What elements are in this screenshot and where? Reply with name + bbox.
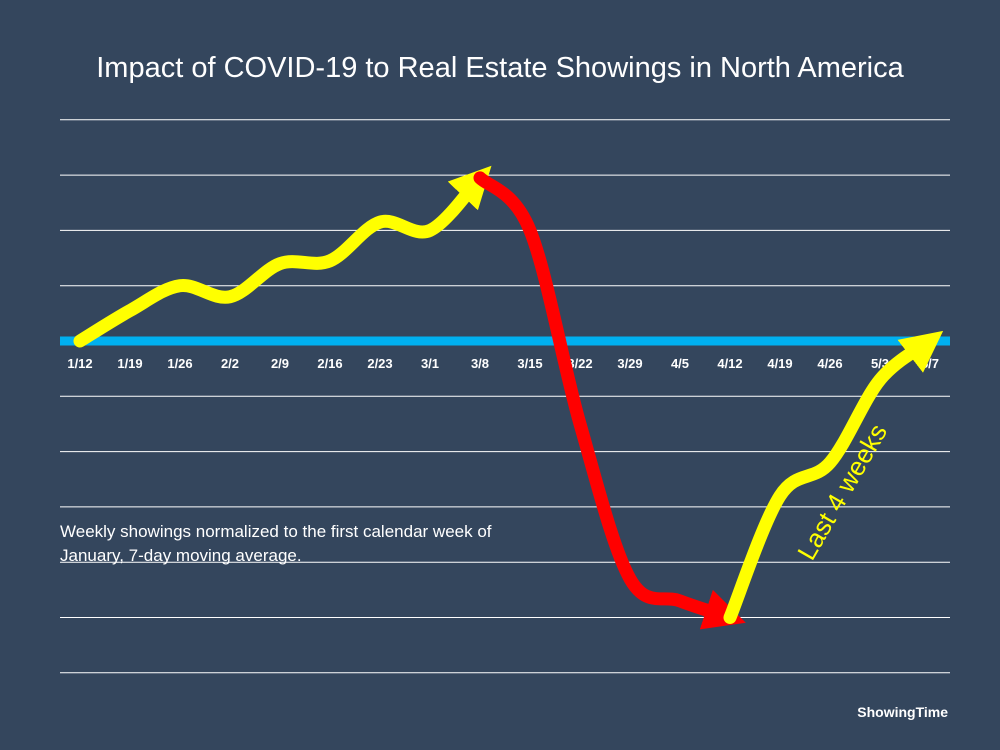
chart-title: Impact of COVID-19 to Real Estate Showin… — [96, 52, 904, 84]
x-tick-label: 4/19 — [767, 356, 792, 371]
x-tick-label: 4/5 — [671, 356, 689, 371]
x-tick-label: 2/23 — [367, 356, 392, 371]
x-tick-label: 5/7 — [921, 356, 939, 371]
x-tick-label: 3/29 — [617, 356, 642, 371]
series-line — [73, 165, 492, 348]
x-tick-label: 1/19 — [117, 356, 142, 371]
chart-note: Weekly showings normalized to the first … — [60, 522, 492, 565]
x-tick-label: 4/12 — [717, 356, 742, 371]
x-tick-label: 3/1 — [421, 356, 439, 371]
x-tick-label: 2/9 — [271, 356, 289, 371]
x-tick-label: 1/26 — [167, 356, 192, 371]
x-tick-label: 3/22 — [567, 356, 592, 371]
x-tick-label: 2/16 — [317, 356, 342, 371]
x-tick-label: 3/15 — [517, 356, 542, 371]
series-line — [723, 330, 944, 624]
x-tick-label: 2/2 — [221, 356, 239, 371]
source-logo: ShowingTime — [857, 704, 948, 720]
x-tick-label: 1/12 — [67, 356, 92, 371]
x-tick-label: 4/26 — [817, 356, 842, 371]
x-tick-label: 3/8 — [471, 356, 489, 371]
